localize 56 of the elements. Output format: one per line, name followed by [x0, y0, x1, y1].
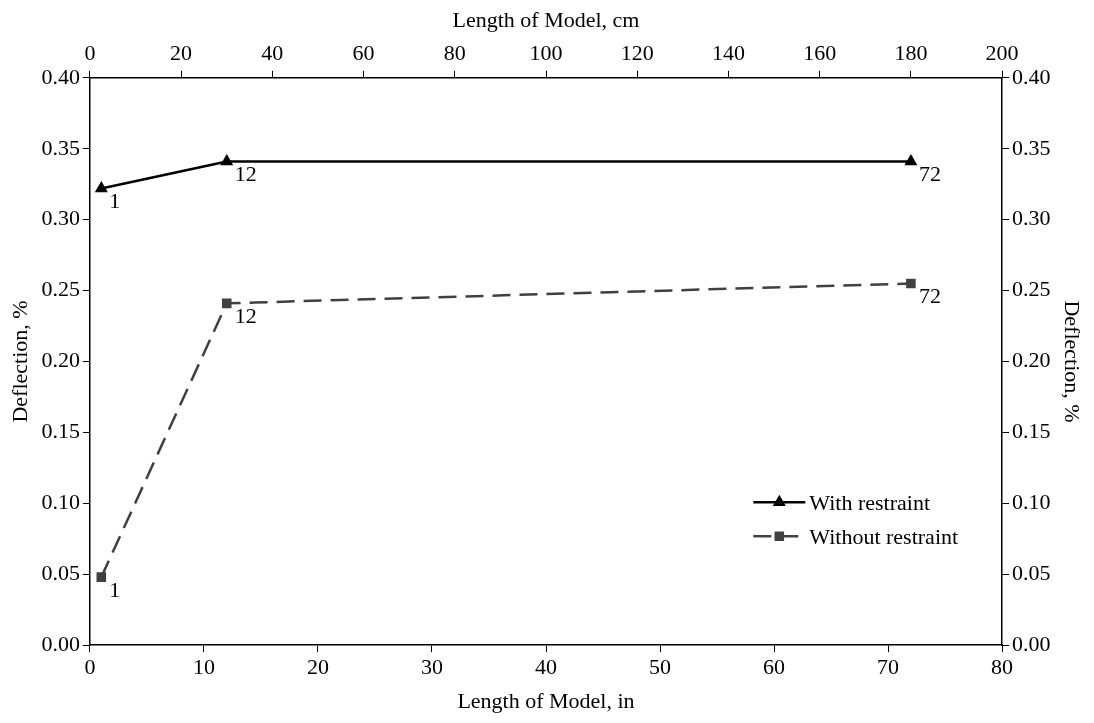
legend-label: Without restraint: [809, 523, 959, 549]
point: [95, 182, 107, 193]
point: [905, 155, 917, 166]
y-tick-label: 0.10: [41, 489, 80, 515]
x2-axis-title: Length of Model, cm: [452, 6, 640, 32]
point: [906, 278, 916, 289]
legend-label: With restraint: [809, 489, 930, 515]
point: [96, 572, 107, 582]
x2-tick-label: 80: [443, 40, 466, 66]
x2-tick-label: 160: [803, 40, 837, 66]
y-tick-label: 0.15: [41, 418, 80, 444]
x2-tick-label: 180: [894, 40, 928, 66]
y2-tick-label: 0.25: [1012, 276, 1051, 302]
y-axis-title: Deflection, %: [6, 300, 32, 423]
x-tick-label: 40: [535, 654, 557, 680]
annotation: 12: [234, 161, 257, 187]
y-tick-label: 0.30: [41, 205, 80, 231]
x-tick-label: 10: [192, 654, 215, 680]
y-tick-label: 0.25: [41, 276, 80, 302]
point: [221, 298, 232, 309]
x2-tick-label: 0: [84, 40, 96, 66]
x2-tick-label: 120: [620, 40, 654, 66]
x2-tick-label: 200: [985, 40, 1019, 66]
x2-tick-label: 100: [529, 40, 563, 66]
annotation: 72: [918, 161, 941, 187]
annotation: 1: [109, 576, 121, 602]
y2-tick-label: 0.15: [1012, 418, 1051, 444]
x-tick-label: 0: [84, 654, 96, 680]
x-tick-label: 30: [420, 654, 443, 680]
y-tick-label: 0.00: [41, 630, 80, 656]
x-axis-title: Length of Model, in: [457, 687, 635, 713]
y2-tick-label: 0.35: [1012, 134, 1051, 160]
y2-tick-label: 0.05: [1012, 560, 1051, 586]
y2-axis-title: Deflection, %: [1060, 300, 1086, 423]
x-tick-label: 70: [877, 654, 900, 680]
y-tick-label: 0.20: [41, 347, 80, 373]
x-tick-label: 60: [763, 654, 786, 680]
y2-tick-label: 0.00: [1012, 630, 1051, 656]
annotation: 1: [109, 188, 121, 214]
x2-tick-label: 140: [711, 40, 745, 66]
x2-tick-label: 60: [352, 40, 375, 66]
y2-tick-label: 0.30: [1012, 205, 1051, 231]
y2-tick-label: 0.20: [1012, 347, 1051, 373]
annotation: 12: [234, 303, 257, 329]
x2-tick-label: 20: [170, 40, 193, 66]
annotation: 72: [918, 283, 941, 309]
y2-tick-label: 0.10: [1012, 489, 1051, 515]
x-tick-label: 80: [991, 654, 1014, 680]
x2-tick-label: 40: [261, 40, 284, 66]
y2-tick-label: 0.40: [1012, 63, 1051, 89]
point: [221, 155, 233, 166]
y-tick-label: 0.40: [41, 63, 80, 89]
y-tick-label: 0.05: [41, 560, 80, 586]
x-tick-label: 20: [306, 654, 329, 680]
y-tick-label: 0.35: [41, 134, 80, 160]
x-tick-label: 50: [649, 654, 672, 680]
